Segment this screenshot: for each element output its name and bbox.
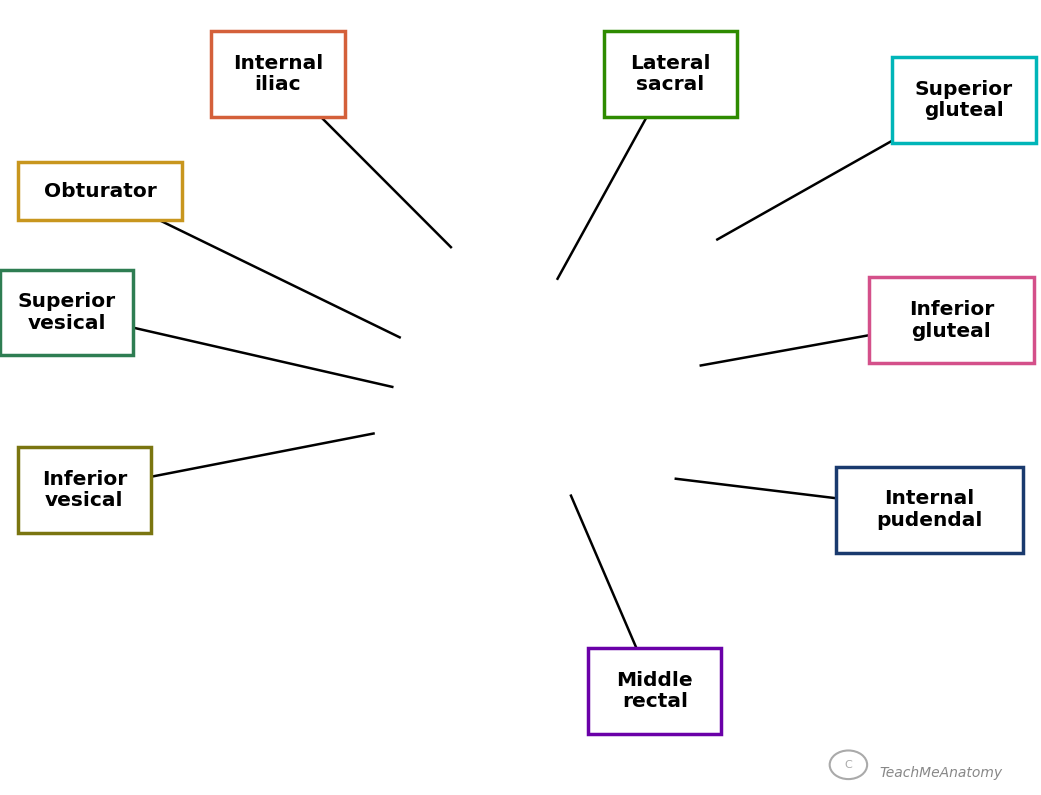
FancyBboxPatch shape <box>588 648 721 734</box>
Text: Middle
rectal: Middle rectal <box>616 671 693 711</box>
FancyBboxPatch shape <box>892 57 1036 143</box>
FancyBboxPatch shape <box>211 31 345 117</box>
FancyBboxPatch shape <box>0 270 133 355</box>
Text: TeachMeAnatomy: TeachMeAnatomy <box>880 766 1002 780</box>
FancyBboxPatch shape <box>869 277 1034 363</box>
Text: Inferior
gluteal: Inferior gluteal <box>909 301 994 340</box>
FancyBboxPatch shape <box>836 467 1023 553</box>
Text: Superior
gluteal: Superior gluteal <box>915 80 1013 120</box>
Text: Lateral
sacral: Lateral sacral <box>630 54 711 94</box>
FancyBboxPatch shape <box>18 447 151 533</box>
Text: Obturator: Obturator <box>44 182 156 200</box>
Text: Internal
iliac: Internal iliac <box>233 54 323 94</box>
Text: Inferior
vesical: Inferior vesical <box>42 470 127 510</box>
Text: Superior
vesical: Superior vesical <box>18 293 116 332</box>
FancyBboxPatch shape <box>604 31 737 117</box>
FancyBboxPatch shape <box>18 162 182 220</box>
Text: C: C <box>844 760 853 770</box>
Text: Internal
pudendal: Internal pudendal <box>877 490 983 529</box>
